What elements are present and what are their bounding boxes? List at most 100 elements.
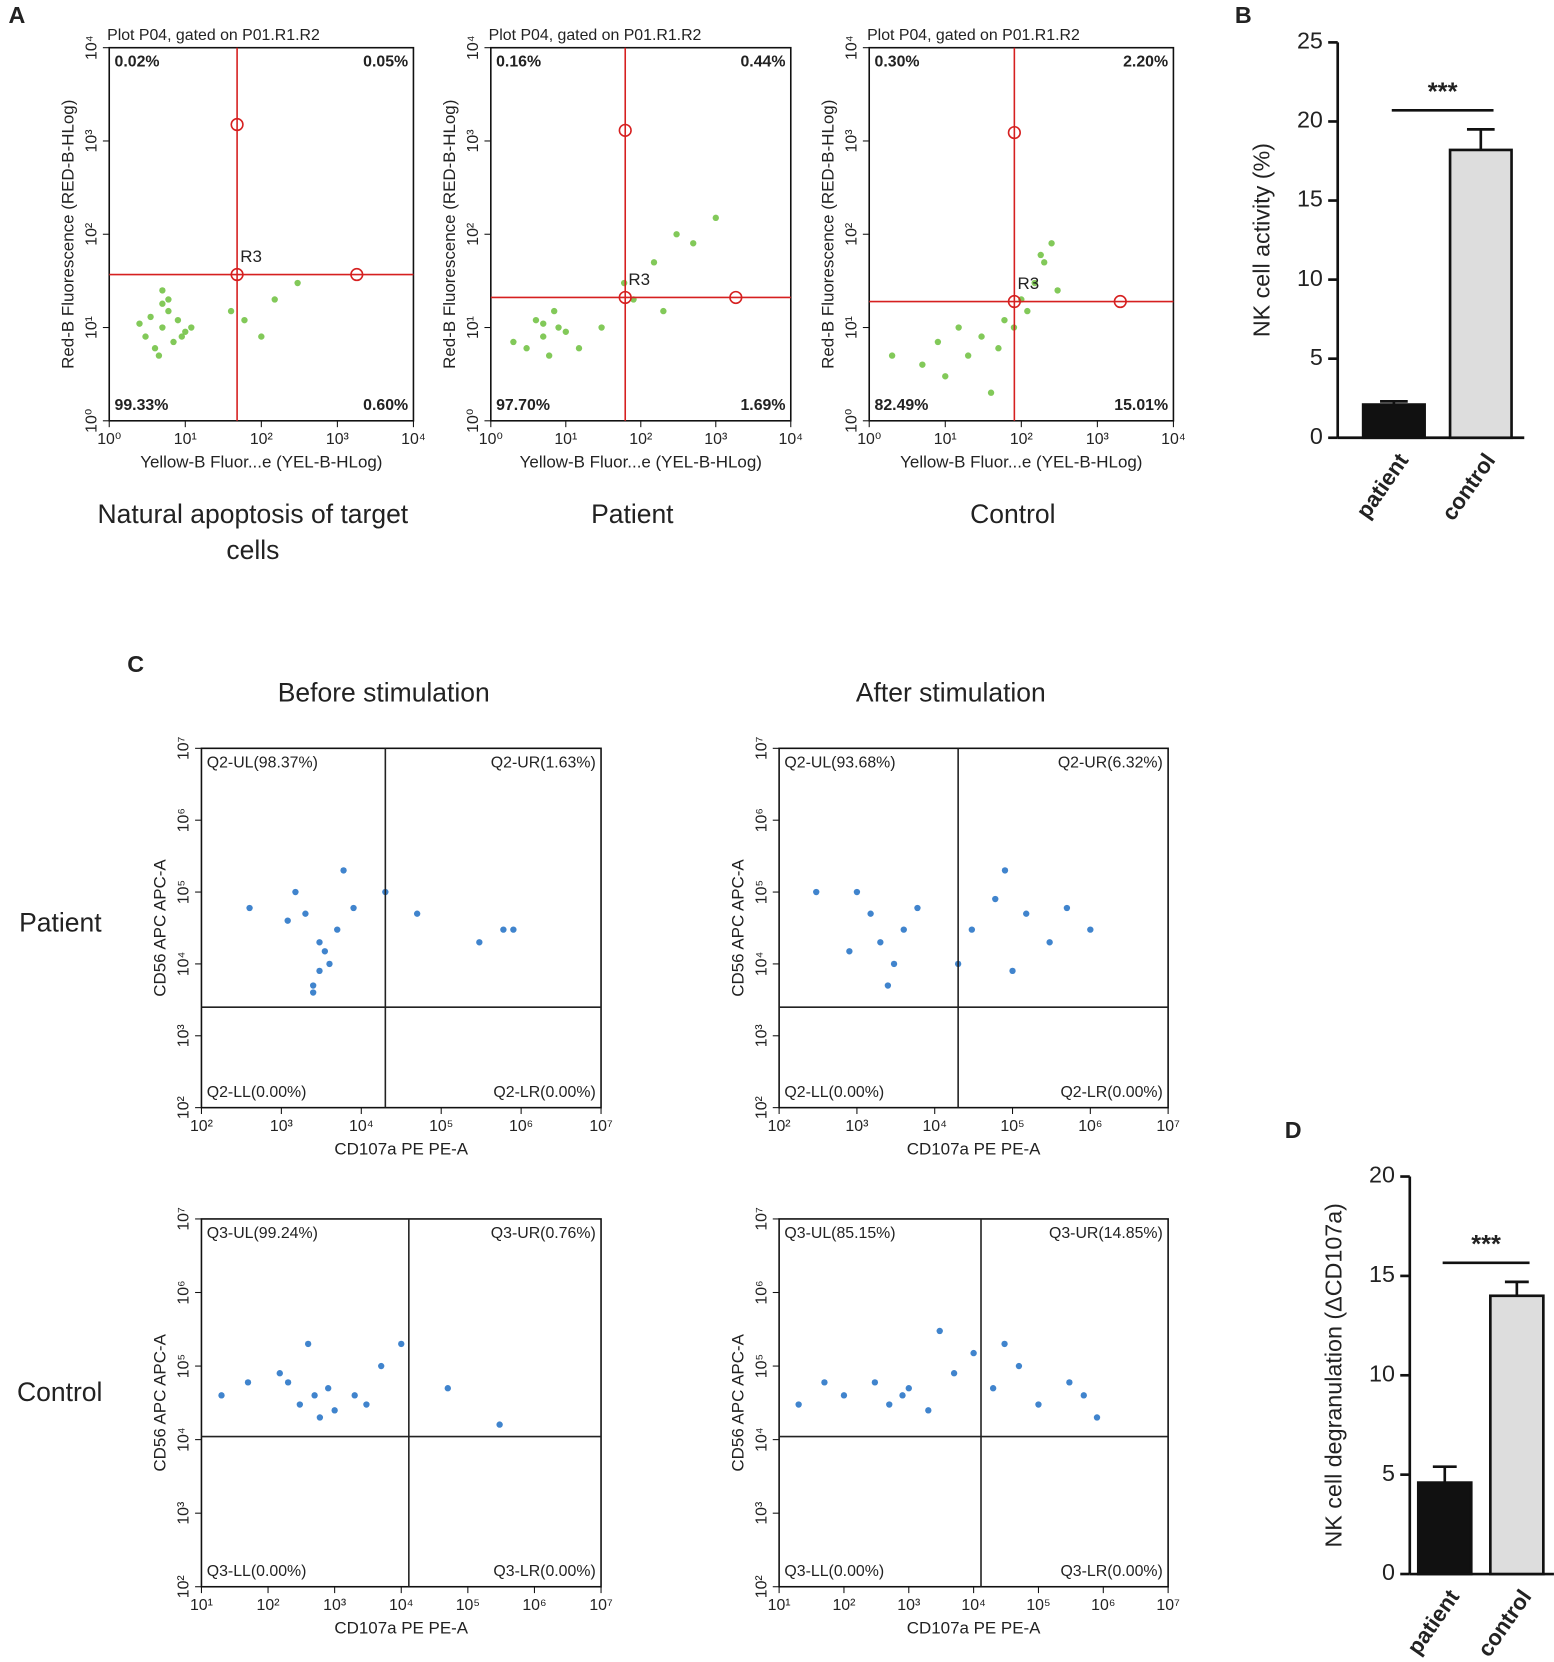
event-dot (575, 345, 583, 352)
quadrant-label: Q3-UR(0.76%) (491, 1225, 596, 1242)
event-dot (545, 352, 553, 359)
x-tick-label: 10² (250, 431, 273, 448)
caption: cells (226, 535, 279, 565)
x-tick-label: 10⁰ (479, 431, 503, 448)
x-tick-label: patient (1402, 1585, 1465, 1660)
event-dot (1024, 307, 1031, 315)
x-axis-label: Yellow-B Fluor...e (YEL-B-HLog) (140, 453, 382, 472)
event-dot (899, 1392, 906, 1399)
y-tick-label: 10² (753, 1575, 770, 1598)
event-dot (363, 1401, 370, 1408)
event-dot (147, 313, 154, 321)
x-tick-label: 10¹ (190, 1597, 213, 1614)
quadrant-label: Q3-LR(0.00%) (493, 1563, 595, 1580)
y-tick-label: 10³ (843, 129, 860, 152)
x-tick-label: 10⁵ (1026, 1597, 1050, 1614)
y-tick-label: 10⁴ (465, 35, 482, 60)
event-dot (174, 316, 182, 324)
y-tick-label: 10³ (753, 1502, 770, 1525)
plot-title: Plot P04, gated on P01.R1.R2 (107, 27, 320, 44)
event-dot (813, 888, 820, 896)
quadrant-label: Q3-LL(0.00%) (784, 1563, 884, 1580)
event-dot (496, 1421, 503, 1428)
x-tick-label: 10² (832, 1597, 855, 1614)
y-tick-label: 15 (1297, 186, 1323, 212)
plot-frame (778, 747, 1169, 1109)
y-axis-label: NK cell degranulation (ΔCD107a) (1321, 1203, 1347, 1547)
event-dot (510, 926, 517, 933)
quadrant-label: Q3-LR(0.00%) (1060, 1563, 1162, 1580)
plot-title: Plot P04, gated on P01.R1.R2 (867, 27, 1080, 44)
x-tick-label: control (1437, 449, 1501, 525)
x-tick-label: 10⁴ (349, 1118, 374, 1135)
event-dot (276, 1370, 283, 1377)
gate-handle (1007, 294, 1021, 309)
event-dot (968, 926, 976, 933)
y-tick-label: 10⁶ (753, 808, 770, 832)
event-dot (292, 888, 299, 896)
x-tick-label: 10³ (326, 431, 349, 448)
event-dot (159, 300, 166, 307)
x-tick-label: 10³ (704, 431, 727, 448)
plot-frame (200, 747, 602, 1109)
y-tick-label: 25 (1297, 28, 1323, 54)
y-tick-label: 10⁴ (843, 35, 860, 60)
event-dot (540, 333, 547, 340)
event-dot (271, 296, 278, 303)
x-tick-label: patient (1351, 448, 1414, 523)
plot-frame (778, 1218, 1169, 1588)
event-dot (510, 338, 517, 346)
event-dot (888, 352, 896, 359)
x-tick-label: 10⁶ (509, 1118, 533, 1135)
quadrant-label: Q2-LL(0.00%) (207, 1084, 307, 1101)
row-label: Control (17, 1377, 102, 1407)
quadrant-label: Q2-LR(0.00%) (1060, 1084, 1162, 1101)
event-dot (1063, 904, 1071, 912)
event-dot (182, 328, 189, 335)
gate-handle (350, 267, 364, 282)
event-dot (170, 338, 177, 346)
plot-frame (868, 46, 1175, 422)
column-title: After stimulation (856, 677, 1046, 707)
y-tick-label: 20 (1297, 107, 1323, 133)
x-tick-label: 10⁷ (1156, 1597, 1180, 1614)
y-tick-label: 5 (1382, 1460, 1395, 1486)
quadrant-label: 15.01% (1114, 397, 1168, 414)
annotation: *** (1471, 1231, 1501, 1259)
gate-handle (1007, 125, 1021, 140)
event-dot (964, 352, 972, 359)
bar (1489, 1294, 1545, 1576)
x-tick-label: 10² (768, 1118, 791, 1135)
quadrant-label: Q3-UL(99.24%) (207, 1225, 318, 1242)
event-dot (334, 926, 341, 933)
gate-handle (230, 117, 244, 132)
x-tick-label: 10² (629, 431, 652, 448)
y-tick-label: 10² (83, 223, 100, 246)
caption: Natural apoptosis of target (98, 499, 409, 529)
y-tick-label: 10⁵ (753, 880, 770, 904)
x-tick-label: 10⁰ (97, 431, 121, 448)
event-dot (294, 279, 301, 287)
y-tick-label: 10⁶ (176, 1280, 193, 1304)
bar (1416, 1481, 1473, 1576)
y-tick-label: 10¹ (465, 316, 482, 339)
annotation: *** (1428, 78, 1458, 106)
y-tick-label: 10⁷ (176, 1207, 193, 1231)
event-dot (955, 324, 962, 331)
event-dot (304, 1340, 312, 1348)
event-dot (1048, 240, 1055, 247)
y-tick-label: 10 (1297, 265, 1323, 291)
event-dot (378, 1362, 385, 1370)
y-tick-label: 10⁰ (465, 409, 482, 433)
event-dot (136, 320, 143, 327)
event-dot (1093, 1414, 1101, 1421)
event-dot (258, 333, 265, 340)
event-dot (890, 960, 898, 968)
event-dot (142, 333, 149, 340)
event-dot (886, 1401, 893, 1408)
event-dot (398, 1340, 405, 1348)
x-tick-label: 10⁴ (389, 1597, 414, 1614)
event-dot (413, 910, 421, 917)
event-dot (188, 324, 195, 331)
y-tick-label: 10⁴ (176, 1427, 193, 1452)
